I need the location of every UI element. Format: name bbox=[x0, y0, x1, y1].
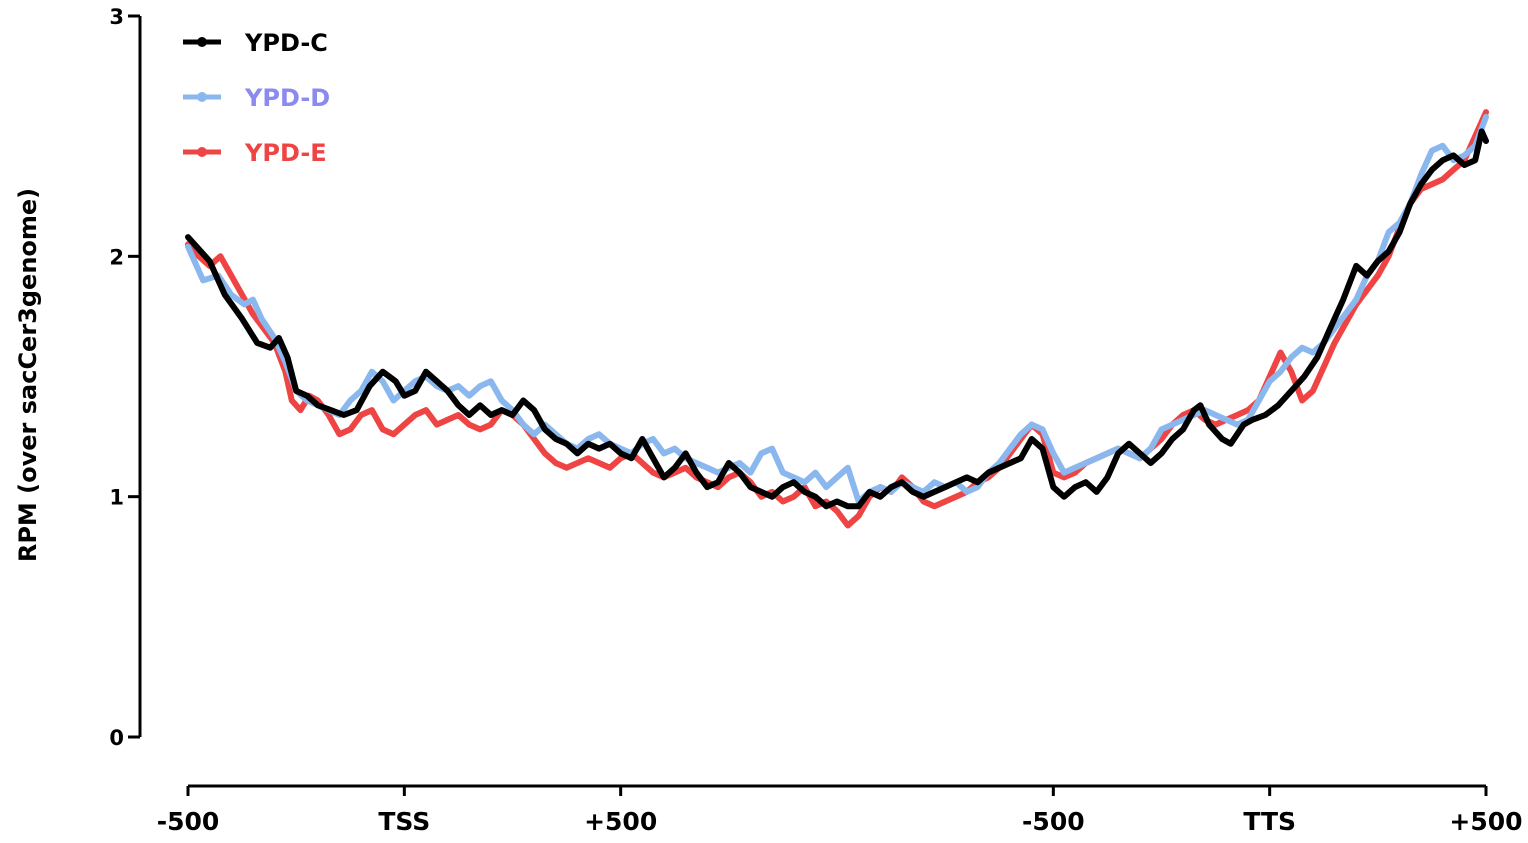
y-tick-label: 3 bbox=[109, 5, 124, 29]
y-axis: 0 1 2 3 bbox=[109, 5, 142, 750]
x-axis: -500 TSS +500 -500 TTS +500 bbox=[157, 784, 1523, 836]
y-tick-label: 0 bbox=[109, 726, 124, 750]
legend: YPD-C YPD-D YPD-E bbox=[183, 29, 330, 167]
legend-swatch-marker bbox=[197, 37, 207, 47]
legend-label: YPD-D bbox=[244, 84, 330, 112]
legend-label: YPD-C bbox=[244, 29, 328, 57]
x-tick-label: -500 bbox=[1022, 807, 1085, 836]
series-line-ypd-c bbox=[185, 128, 1489, 510]
y-axis-title: RPM (over sacCer3genome) bbox=[14, 188, 42, 562]
x-tick-label: +500 bbox=[584, 807, 657, 836]
y-tick-label: 1 bbox=[109, 486, 124, 510]
x-tick-label: TTS bbox=[1243, 807, 1296, 836]
series-line-ypd-e bbox=[185, 109, 1489, 529]
series-layer bbox=[185, 109, 1489, 529]
series-line-ypd-d bbox=[185, 113, 1489, 505]
legend-label: YPD-E bbox=[244, 139, 327, 167]
y-tick-label: 2 bbox=[109, 245, 124, 269]
legend-swatch-marker bbox=[197, 92, 207, 102]
x-tick-label: +500 bbox=[1449, 807, 1522, 836]
legend-swatch-marker bbox=[197, 147, 207, 157]
x-tick-label: TSS bbox=[378, 807, 430, 836]
x-tick-label: -500 bbox=[157, 807, 220, 836]
